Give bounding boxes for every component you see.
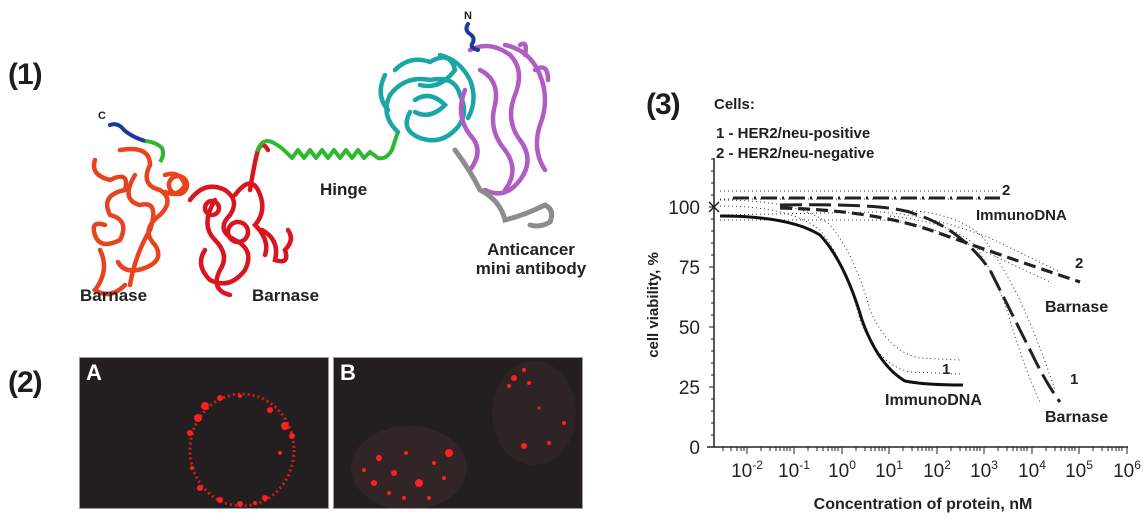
svg-text:100: 100 xyxy=(668,198,700,219)
reference-x-marker xyxy=(708,201,720,213)
svg-text:106: 106 xyxy=(1113,458,1141,482)
svg-text:103: 103 xyxy=(970,458,998,482)
series-barnase-1 xyxy=(779,203,1062,403)
barnase-right-ribbon xyxy=(187,142,294,298)
svg-text:102: 102 xyxy=(923,458,951,482)
series-annotations: 2 ImmunoDNA 2 Barnase 1 ImmunoDNA 1 Barn… xyxy=(885,182,1108,426)
antibody-linker xyxy=(452,147,555,229)
micrograph-a-signal xyxy=(187,392,296,508)
svg-text:10-2: 10-2 xyxy=(731,458,763,482)
svg-text:10-1: 10-1 xyxy=(778,458,810,482)
n-terminus-label: N xyxy=(464,10,472,22)
y-axis-label: cell viability, % xyxy=(645,252,662,358)
x-axis-label: Concentration of protein, nM xyxy=(814,496,1033,513)
antibody-vl-ribbon xyxy=(458,41,551,196)
hinge-label: Hinge xyxy=(320,180,368,199)
antibody-label-line1: Anticancer xyxy=(487,240,575,259)
x-tick-labels: 10-2 10-1 100 101 102 103 104 105 106 xyxy=(731,458,1141,482)
svg-text:100: 100 xyxy=(828,458,856,482)
viability-chart: 0 25 50 75 100 cell viability, % 10-2 10… xyxy=(645,158,1141,513)
legend-item-2: 2 - HER2/neu-negative xyxy=(716,145,875,162)
legend-item-1: 1 - HER2/neu-positive xyxy=(716,125,871,142)
micrograph-b-letter: B xyxy=(340,360,356,385)
svg-text:25: 25 xyxy=(679,378,700,399)
svg-text:101: 101 xyxy=(875,458,903,482)
barnase-left-ribbon xyxy=(91,146,190,297)
c-terminus-label: C xyxy=(98,110,106,122)
svg-text:1: 1 xyxy=(1070,371,1078,388)
hinge-linker xyxy=(256,130,400,161)
svg-text:50: 50 xyxy=(679,318,700,339)
series-immunodna-1 xyxy=(719,214,964,387)
n-terminus-tail xyxy=(464,22,480,52)
svg-text:0: 0 xyxy=(689,438,700,459)
svg-text:Barnase: Barnase xyxy=(1045,409,1108,426)
y-tick-labels: 0 25 50 75 100 xyxy=(668,198,700,459)
svg-text:2: 2 xyxy=(1002,182,1010,199)
micrograph-b: B xyxy=(333,357,583,510)
svg-text:2: 2 xyxy=(1075,255,1083,272)
barnase-right-label: Barnase xyxy=(252,286,320,305)
antibody-vh-ribbon xyxy=(378,52,476,143)
micrograph-a: A xyxy=(79,357,329,509)
svg-text:ImmunoDNA: ImmunoDNA xyxy=(976,207,1067,224)
svg-text:1: 1 xyxy=(942,361,950,378)
x-minor-ticks xyxy=(722,447,1123,451)
c-terminus-tail xyxy=(108,122,147,143)
antibody-label: Anticancer mini antibody xyxy=(472,240,590,278)
panel-2-number: (2) xyxy=(8,366,43,399)
panel-3-number: (3) xyxy=(646,88,681,121)
legend-title: Cells: xyxy=(714,96,755,113)
svg-text:75: 75 xyxy=(679,258,700,279)
micrograph-b-signal xyxy=(351,361,576,510)
svg-text:104: 104 xyxy=(1018,458,1046,482)
svg-text:ImmunoDNA: ImmunoDNA xyxy=(885,392,982,409)
x-ticks xyxy=(722,447,1128,454)
svg-text:105: 105 xyxy=(1065,458,1093,482)
barnase-left-label: Barnase xyxy=(80,286,148,305)
antibody-label-line2: mini antibody xyxy=(475,259,587,278)
panel-1-number: (1) xyxy=(8,58,43,91)
series-barnase-2 xyxy=(779,206,1081,284)
svg-text:Barnase: Barnase xyxy=(1045,299,1108,316)
protein-structure-diagram xyxy=(91,22,555,298)
micrograph-a-letter: A xyxy=(86,360,102,385)
